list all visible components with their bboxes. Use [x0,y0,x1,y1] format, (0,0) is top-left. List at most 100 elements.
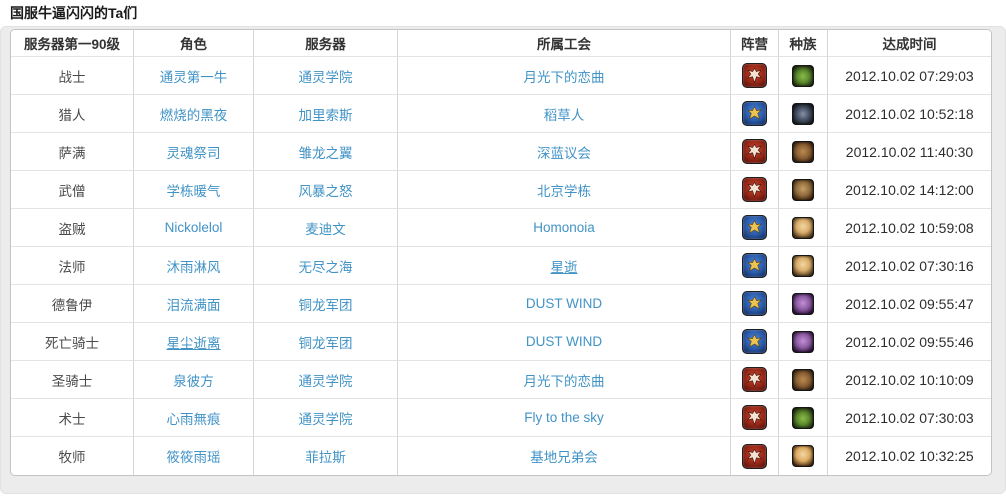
character-link[interactable]: 筱筱雨瑶 [166,450,221,465]
faction-alliance-icon [742,101,767,126]
guild-link[interactable]: 基地兄弟会 [530,450,598,465]
table-row: 猎人 燃烧的黑夜 加里索斯 稻草人 2012.10.02 10:52:18 [11,95,991,133]
guild-link[interactable]: 稻草人 [543,107,585,123]
class-cell: 战士 [11,57,134,95]
header-guild: 所属工会 [398,30,731,57]
server-link[interactable]: 铜龙军团 [298,335,353,351]
guild-link[interactable]: 深蓝议会 [537,145,591,161]
race-human-icon [792,216,814,239]
race-pandaren-icon [792,178,814,201]
time-cell: 2012.10.02 10:52:18 [828,95,991,133]
server-link[interactable]: 铜龙军团 [298,297,353,313]
character-link[interactable]: 心雨無痕 [166,411,221,427]
faction-horde-icon [742,443,767,469]
class-cell: 武僧 [11,171,134,209]
table-row: 萨满 灵魂祭司 雏龙之翼 深蓝议会 2012.10.02 11:40:30 [11,133,991,171]
class-cell: 法师 [11,247,134,285]
class-cell: 牧师 [11,437,134,475]
time-cell: 2012.10.02 07:30:03 [828,399,991,437]
class-cell: 德鲁伊 [11,285,134,323]
class-cell: 猎人 [11,95,134,133]
table-panel: 服务器第一90级 角色 服务器 所属工会 阵营 种族 达成时间 战士 通灵第一牛… [0,26,1006,494]
character-link[interactable]: 燃烧的黑夜 [159,107,228,123]
server-link[interactable]: 风暴之怒 [298,183,353,199]
faction-alliance-icon [742,329,767,354]
time-cell: 2012.10.02 11:40:30 [828,133,991,171]
server-link[interactable]: 通灵学院 [298,411,353,427]
guild-link[interactable]: Homonoia [533,220,595,235]
table-row: 盗贼 Nickolelol 麦迪文 Homonoia 2012.10.02 10… [11,209,991,247]
class-cell: 圣骑士 [11,361,134,399]
server-link[interactable]: 通灵学院 [298,69,353,85]
table-row: 战士 通灵第一牛 通灵学院 月光下的恋曲 2012.10.02 07:29:03 [11,57,991,95]
header-character: 角色 [134,30,254,57]
time-cell: 2012.10.02 14:12:00 [828,171,991,209]
race-tauren-icon [792,140,814,163]
guild-link[interactable]: 月光下的恋曲 [523,69,605,85]
table-row: 术士 心雨無痕 通灵学院 Fly to the sky 2012.10.02 0… [11,399,991,437]
table-row: 牧师 筱筱雨瑶 菲拉斯 基地兄弟会 2012.10.02 10:32:25 [11,437,991,475]
time-cell: 2012.10.02 09:55:47 [828,285,991,323]
page-title: 国服牛逼闪闪的Ta们 [10,5,138,21]
class-cell: 死亡骑士 [11,323,134,361]
time-cell: 2012.10.02 07:30:16 [828,247,991,285]
server-link[interactable]: 菲拉斯 [305,450,346,465]
faction-horde-icon [742,139,767,164]
time-cell: 2012.10.02 10:59:08 [828,209,991,247]
race-nightelf-icon [792,330,814,353]
faction-horde-icon [742,63,767,88]
table-row: 法师 沐雨淋风 无尽之海 星逝 2012.10.02 07:30:16 [11,247,991,285]
class-cell: 术士 [11,399,134,437]
time-cell: 2012.10.02 07:29:03 [828,57,991,95]
guild-link[interactable]: Fly to the sky [524,410,604,425]
time-cell: 2012.10.02 10:32:25 [845,448,974,464]
character-link[interactable]: 灵魂祭司 [166,145,221,161]
table-row: 死亡骑士 星尘逝离 铜龙军团 DUST WIND 2012.10.02 09:5… [11,323,991,361]
character-link[interactable]: 学栋暖气 [166,183,221,199]
race-nightelf-icon [792,292,814,315]
guild-link[interactable]: 北京学栋 [537,183,591,199]
character-link[interactable]: 泪流满面 [166,297,221,313]
race-orc-icon [792,406,814,429]
server-first-table: 服务器第一90级 角色 服务器 所属工会 阵营 种族 达成时间 战士 通灵第一牛… [10,29,992,476]
character-link[interactable]: 沐雨淋风 [166,259,221,275]
race-tauren-icon [792,368,814,391]
race-bloodelf-icon [792,445,814,467]
character-link[interactable]: 通灵第一牛 [159,69,228,85]
faction-alliance-icon [742,253,767,278]
guild-link[interactable]: 星逝 [550,259,578,275]
faction-alliance-icon [742,291,767,316]
header-server: 服务器 [254,30,398,57]
character-link[interactable]: 星尘逝离 [166,335,221,351]
server-link[interactable]: 通灵学院 [298,373,353,389]
table-body: 战士 通灵第一牛 通灵学院 月光下的恋曲 2012.10.02 07:29:03… [11,57,991,475]
header-class: 服务器第一90级 [11,30,134,57]
faction-horde-icon [742,367,767,392]
faction-horde-icon [742,177,767,202]
header-row: 服务器第一90级 角色 服务器 所属工会 阵营 种族 达成时间 [11,30,991,57]
guild-link[interactable]: DUST WIND [525,296,603,311]
table-row: 德鲁伊 泪流满面 铜龙军团 DUST WIND 2012.10.02 09:55… [11,285,991,323]
server-link[interactable]: 雏龙之翼 [298,145,353,161]
header-faction: 阵营 [731,30,779,57]
race-orc-icon [792,64,814,87]
header-time: 达成时间 [828,30,991,57]
race-human-icon [792,254,814,277]
server-link[interactable]: 麦迪文 [305,221,346,237]
time-cell: 2012.10.02 09:55:46 [828,323,991,361]
guild-link[interactable]: DUST WIND [525,334,603,349]
time-cell: 2012.10.02 10:10:09 [828,361,991,399]
faction-alliance-icon [742,215,767,240]
server-link[interactable]: 无尽之海 [298,259,353,275]
server-link[interactable]: 加里索斯 [298,107,353,123]
race-worgen-icon [792,102,814,125]
character-link[interactable]: Nickolelol [164,220,223,235]
table-row: 圣骑士 泉彼方 通灵学院 月光下的恋曲 2012.10.02 10:10:09 [11,361,991,399]
class-cell: 萨满 [11,133,134,171]
class-cell: 盗贼 [11,209,134,247]
table-row: 武僧 学栋暖气 风暴之怒 北京学栋 2012.10.02 14:12:00 [11,171,991,209]
faction-horde-icon [742,405,767,430]
character-link[interactable]: 泉彼方 [173,373,214,389]
guild-link[interactable]: 月光下的恋曲 [523,373,605,389]
header-race: 种族 [779,30,828,57]
